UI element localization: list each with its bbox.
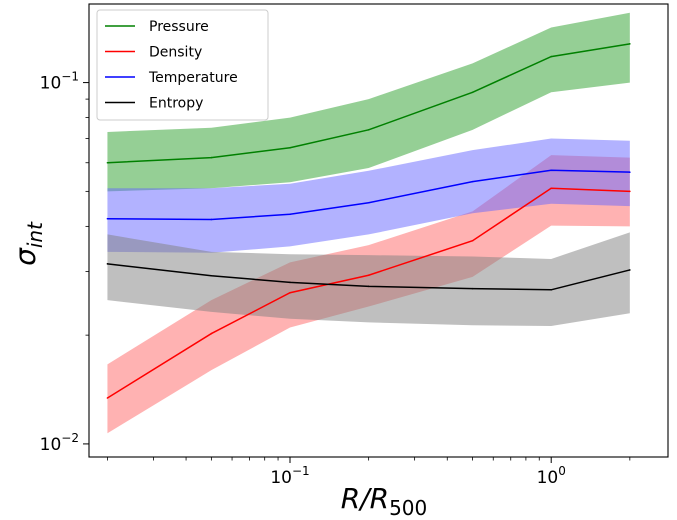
legend: Pressure Density Temperature Entropy	[96, 9, 269, 121]
pressure-point	[289, 146, 291, 149]
density-point	[550, 187, 552, 190]
entropy-point	[629, 269, 631, 271]
axis-ticks	[83, 82, 631, 463]
pressure-point	[367, 129, 370, 131]
legend-box	[96, 9, 269, 121]
x-axis-label: R/R500	[341, 482, 428, 520]
temperature-point	[106, 217, 109, 220]
pressure-point	[471, 91, 474, 94]
y-axis-label-main: σ	[9, 247, 42, 266]
temperature-point	[210, 218, 213, 221]
x-tick-label: 10−1	[270, 464, 309, 488]
density-point	[289, 291, 291, 294]
series-lines	[106, 43, 631, 399]
entropy-point	[210, 274, 213, 277]
entropy-point	[550, 289, 552, 291]
pressure-point	[629, 43, 631, 45]
confidence-bands	[107, 12, 630, 434]
x-axis-label-sub: 500	[389, 496, 427, 520]
pressure-legend-label: Pressure	[149, 19, 209, 35]
temperature-point	[289, 213, 291, 216]
temperature-band	[107, 138, 630, 253]
temperature-point	[471, 180, 474, 183]
tick-labels: 10−1 100 10−2 10−1	[40, 70, 566, 488]
density-point	[106, 397, 109, 399]
density-legend-label: Density	[149, 45, 202, 61]
x-tick-label: 100	[537, 464, 566, 488]
pressure-band	[107, 12, 630, 192]
density-point	[629, 190, 631, 193]
y-tick-label: 10−2	[40, 431, 79, 455]
density-point	[471, 239, 474, 242]
y-tick-label: 10−1	[40, 70, 79, 94]
pressure-point	[550, 55, 552, 58]
entropy-point	[289, 281, 291, 284]
density-point	[367, 274, 370, 277]
temperature-legend-label: Temperature	[148, 70, 238, 86]
entropy-point	[471, 287, 474, 290]
pressure-point	[210, 156, 213, 159]
x-axis-label-main: R/R	[341, 482, 389, 515]
y-axis-label-sub: int	[23, 221, 47, 248]
entropy-point	[367, 285, 370, 288]
entropy-point	[106, 263, 109, 265]
pressure-point	[106, 161, 109, 164]
temperature-point	[629, 171, 631, 173]
y-axis-label: σint	[9, 221, 47, 266]
density-point	[210, 332, 213, 335]
temperature-point	[367, 201, 370, 204]
entropy-legend-label: Entropy	[149, 96, 203, 112]
temperature-point	[550, 169, 552, 172]
plot-frame	[88, 3, 669, 458]
entropy-band	[107, 232, 630, 326]
